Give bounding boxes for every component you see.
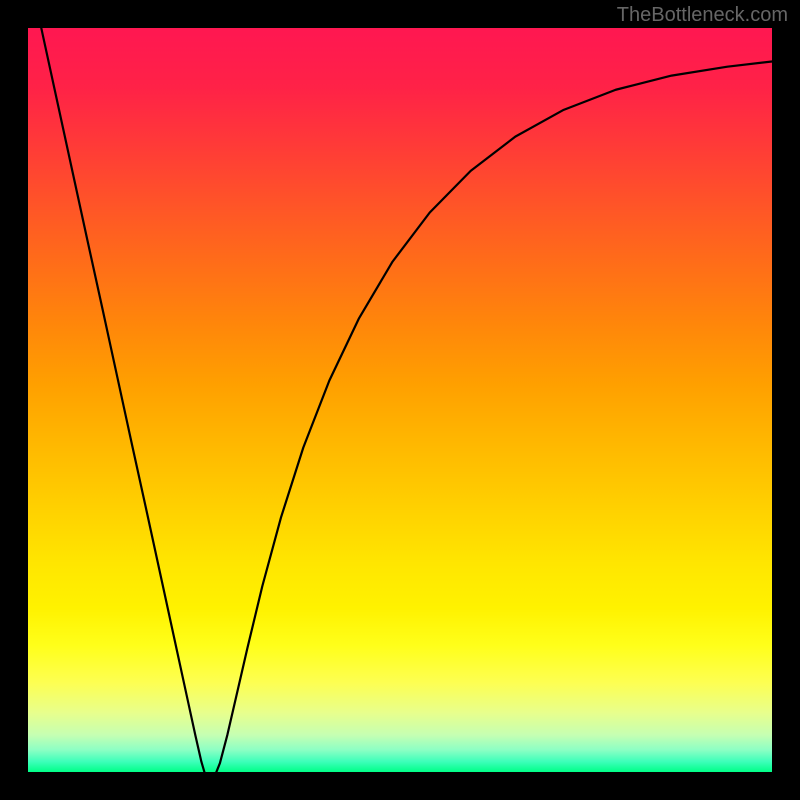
chart-container: TheBottleneck.com — [0, 0, 800, 800]
bottleneck-chart — [0, 0, 800, 800]
watermark-text: TheBottleneck.com — [617, 4, 788, 27]
plot-background — [28, 28, 772, 772]
